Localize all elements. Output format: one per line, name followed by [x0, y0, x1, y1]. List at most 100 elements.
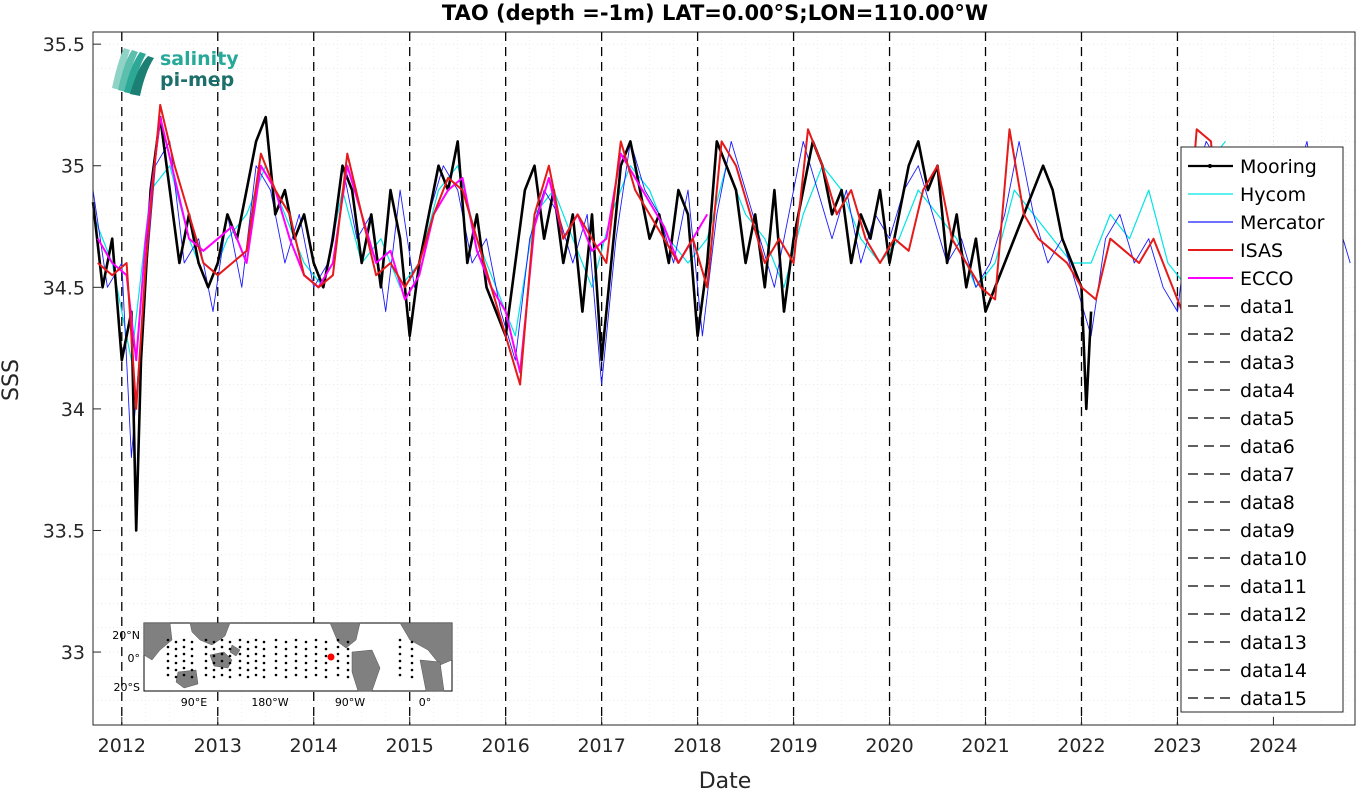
inset-buoy-dot — [398, 645, 402, 649]
legend-entry: Hycom — [1188, 184, 1306, 206]
inset-buoy-dot — [204, 673, 208, 677]
inset-buoy-dot — [346, 675, 350, 679]
inset-buoy-dot — [336, 638, 340, 642]
legend-entries: Mooring Hycom Mercator ISAS ECCO data1 data2 da… — [1188, 156, 1325, 710]
legend-label: data5 — [1240, 408, 1295, 430]
inset-map: 20°N 0° 20°S 90°E 180°W 90°W 0° — [112, 622, 453, 709]
legend-label: data14 — [1240, 660, 1307, 682]
legend-label: Hycom — [1240, 184, 1306, 206]
x-axis-ticks: 2012 2013 2014 2015 2016 2017 2018 2019 2020 2021… — [98, 717, 1298, 757]
inset-buoy-dot — [262, 640, 266, 644]
inset-lon-label-0: 0° — [419, 696, 432, 709]
inset-buoy-dot — [284, 647, 288, 651]
legend-entry: data11 — [1188, 576, 1307, 598]
inset-buoy-dot — [274, 638, 278, 642]
inset-buoy-dot — [212, 647, 216, 651]
legend-label: data7 — [1240, 464, 1295, 486]
y-tick-label: 34.5 — [43, 277, 85, 299]
legend-entry: ISAS — [1188, 240, 1283, 262]
chart-title: TAO (depth =-1m) LAT=0.00°S;LON=110.00°W — [442, 1, 988, 25]
inset-lat-label-0: 0° — [128, 652, 141, 665]
inset-buoy-dot — [324, 654, 328, 658]
inset-buoy-dot — [182, 659, 186, 663]
inset-buoy-dot — [182, 673, 186, 677]
legend-entry: data12 — [1188, 604, 1307, 626]
inset-buoy-dot — [238, 638, 242, 642]
inset-buoy-dot — [182, 638, 186, 642]
inset-buoy-dot — [254, 652, 258, 656]
legend-entry: data10 — [1188, 548, 1307, 570]
legend-entry: data5 — [1188, 408, 1295, 430]
inset-buoy-dot — [190, 675, 194, 679]
inset-buoy-dot — [336, 652, 340, 656]
inset-buoy-dot — [212, 640, 216, 644]
inset-buoy-dot — [324, 647, 328, 651]
inset-buoy-dot — [284, 661, 288, 665]
legend-entry: data15 — [1188, 688, 1307, 710]
inset-buoy-dot — [294, 645, 298, 649]
inset-buoy-dot — [336, 666, 340, 670]
inset-buoy-dot — [228, 654, 232, 658]
legend-entry: Mooring — [1188, 156, 1317, 178]
inset-buoy-dot — [314, 638, 318, 642]
legend-entry: data9 — [1188, 520, 1295, 542]
inset-buoy-dot — [346, 640, 350, 644]
inset-buoy-dot — [346, 668, 350, 672]
inset-buoy-dot — [190, 647, 194, 651]
grid — [93, 32, 1355, 726]
inset-buoy-dot — [212, 661, 216, 665]
legend-label: data15 — [1240, 688, 1307, 710]
inset-buoy-dot — [398, 673, 402, 677]
inset-buoy-dot — [174, 640, 178, 644]
inset-buoy-dot — [304, 654, 308, 658]
inset-buoy-dot — [212, 654, 216, 658]
x-tick-label: 2021 — [961, 735, 1009, 757]
inset-buoy-dot — [254, 673, 258, 677]
legend-entry: data4 — [1188, 380, 1295, 402]
legend-box — [1180, 146, 1344, 713]
inset-buoy-dot — [284, 675, 288, 679]
inset-buoy-dot — [220, 652, 224, 656]
inset-buoy-dot — [262, 661, 266, 665]
inset-buoy-dot — [346, 661, 350, 665]
x-tick-label: 2017 — [577, 735, 625, 757]
inset-buoy-dot — [190, 661, 194, 665]
inset-buoy-dot — [212, 668, 216, 672]
inset-buoy-dot — [398, 666, 402, 670]
series-lines — [91, 103, 1351, 532]
inset-buoy-dot — [254, 666, 258, 670]
inset-buoy-dot — [314, 673, 318, 677]
inset-buoy-dot — [284, 640, 288, 644]
inset-lat-label-20s: 20°S — [114, 681, 140, 694]
inset-buoy-dot — [294, 673, 298, 677]
inset-buoy-dot — [274, 666, 278, 670]
inset-buoy-dot — [238, 652, 242, 656]
inset-buoy-dot — [254, 638, 258, 642]
inset-buoy-dot — [246, 640, 250, 644]
x-axis-label: Date — [699, 769, 752, 790]
legend-entry: data3 — [1188, 352, 1295, 374]
x-tick-label: 2019 — [769, 735, 817, 757]
inset-buoy-dot — [262, 647, 266, 651]
legend-entry: data13 — [1188, 632, 1307, 654]
inset-lon-label-90w: 90°W — [335, 696, 365, 709]
inset-buoy-dot — [284, 668, 288, 672]
inset-buoy-dot — [398, 659, 402, 663]
inset-buoy-dot — [228, 675, 232, 679]
inset-buoy-dot — [212, 675, 216, 679]
inset-buoy-dot — [220, 645, 224, 649]
inset-buoy-dot — [304, 647, 308, 651]
inset-buoy-dot — [228, 647, 232, 651]
inset-lon-label-90e: 90°E — [181, 696, 207, 709]
inset-buoy-dot — [274, 652, 278, 656]
y-tick-label: 35.5 — [43, 34, 85, 56]
x-tick-label: 2023 — [1153, 735, 1201, 757]
legend-label: Mercator — [1240, 212, 1325, 234]
inset-buoy-dot — [174, 668, 178, 672]
inset-buoy-dot — [204, 645, 208, 649]
legend-label: ECCO — [1240, 268, 1294, 290]
inset-buoy-dot — [304, 661, 308, 665]
x-tick-label: 2024 — [1249, 735, 1297, 757]
inset-buoy-dot — [324, 675, 328, 679]
